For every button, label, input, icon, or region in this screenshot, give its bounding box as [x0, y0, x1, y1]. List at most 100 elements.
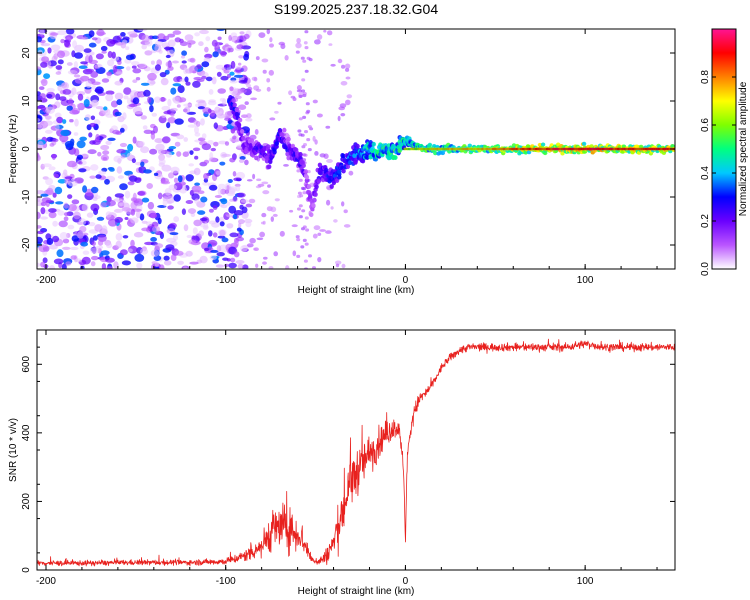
spectrogram-noise-blob — [253, 85, 260, 91]
spectrogram-noise-blob — [147, 72, 157, 81]
spectrogram-noise-blob — [228, 262, 237, 269]
spectrogram-ridge-blob — [304, 174, 310, 180]
spectrogram-noise-blob — [168, 184, 178, 191]
spectrogram-noise-blob — [87, 149, 97, 155]
spectrogram-noise-blob — [120, 154, 126, 159]
spectrogram-noise-blob — [208, 208, 214, 213]
spectrogram-noise-blob — [288, 90, 293, 96]
spectrogram-noise-blob — [46, 93, 53, 99]
spectrogram-noise-blob — [157, 149, 166, 155]
spectrogram-noise-blob — [239, 204, 244, 210]
spectrogram-noise-blob — [183, 224, 189, 232]
spectrogram-noise-blob — [141, 44, 147, 50]
spectrogram-noise-blob — [60, 38, 65, 44]
spectrogram-noise-blob — [37, 110, 41, 116]
spectrogram-noise-blob — [76, 91, 86, 96]
spectrogram-noise-blob — [90, 261, 96, 267]
spectrogram-x-tick-label: -200 — [36, 275, 56, 286]
spectrogram-noise-blob — [161, 114, 167, 119]
spectrogram-noise-blob — [202, 181, 210, 186]
spectrogram-noise-blob — [58, 220, 68, 228]
spectrogram-noise-blob — [269, 43, 274, 48]
spectrogram-noise-blob — [296, 254, 301, 258]
spectrogram-noise-blob — [117, 175, 124, 179]
spectrogram-noise-blob — [136, 262, 143, 269]
spectrogram-noise-blob — [250, 97, 257, 101]
spectrogram-noise-blob — [45, 106, 55, 115]
spectrogram-noise-blob — [111, 51, 116, 59]
spectrogram-noise-blob — [106, 266, 114, 269]
spectrogram-noise-blob — [106, 39, 116, 47]
snr-ylabel: SNR (10 * v/v) — [8, 418, 19, 482]
spectrogram-noise-blob — [110, 100, 118, 108]
spectrogram-noise-blob — [94, 224, 103, 232]
spectrogram-noise-blob — [88, 132, 93, 138]
spectrogram-noise-blob — [217, 36, 222, 41]
spectrogram-noise-blob — [219, 161, 226, 166]
spectrogram-noise-blob — [212, 51, 219, 58]
spectrogram-noise-blob — [37, 230, 44, 235]
spectrogram-noise-blob — [307, 148, 312, 152]
spectrogram-noise-blob — [238, 55, 244, 59]
spectrogram-noise-blob — [167, 33, 176, 38]
spectrogram-noise-blob — [178, 181, 186, 186]
spectrogram-noise-blob — [304, 30, 309, 34]
spectrogram-noise-blob — [147, 201, 155, 210]
spectrogram-noise-blob — [71, 235, 80, 242]
spectrogram-noise-blob — [96, 216, 105, 221]
spectrogram-noise-blob — [185, 250, 193, 257]
spectrogram-noise-blob — [200, 118, 205, 126]
spectrogram-noise-blob — [270, 206, 277, 213]
spectrogram-noise-blob — [224, 43, 229, 47]
spectrogram-noise-blob — [141, 227, 151, 232]
spectrogram-noise-blob — [187, 208, 197, 214]
spectrogram-noise-blob — [45, 129, 53, 134]
spectrogram-noise-blob — [224, 141, 230, 146]
spectrogram-noise-blob — [194, 198, 200, 204]
spectrogram-noise-blob — [240, 199, 249, 203]
spectrogram-noise-blob — [78, 161, 83, 165]
spectrogram-noise-blob — [52, 220, 58, 227]
spectrogram-noise-blob — [90, 164, 99, 171]
spectrogram-noise-blob — [207, 140, 214, 145]
spectrogram-noise-blob — [92, 235, 98, 241]
spectrogram-noise-blob — [68, 98, 74, 107]
spectrogram-noise-blob — [150, 132, 156, 140]
spectrogram-noise-blob — [266, 78, 271, 83]
spectrogram-noise-blob — [229, 71, 235, 76]
spectrogram-noise-blob — [262, 261, 267, 265]
spectrogram-noise-blob — [161, 105, 171, 111]
spectrogram-noise-blob — [86, 212, 94, 218]
spectrogram-noise-blob — [233, 177, 242, 182]
spectrogram-noise-blob — [74, 52, 83, 59]
spectrogram-noise-blob — [194, 132, 201, 137]
spectrogram-noise-blob — [95, 174, 102, 179]
spectrogram-noise-blob — [341, 64, 346, 69]
spectrogram-noise-blob — [242, 264, 249, 269]
snr-frame — [36, 329, 676, 571]
spectrogram-noise-blob — [327, 30, 333, 36]
spectrogram-noise-blob — [60, 129, 70, 137]
spectrogram-noise-blob — [135, 77, 141, 81]
snr-xlabel: Height of straight line (km) — [298, 586, 415, 597]
spectrogram-noise-blob — [153, 125, 158, 134]
spectrogram-noise-blob — [341, 263, 346, 269]
spectrogram-ridge-blob — [365, 155, 370, 161]
spectrogram-noise-blob — [41, 197, 52, 203]
spectrogram-noise-blob — [163, 255, 170, 261]
spectrogram-noise-blob — [247, 86, 253, 91]
spectrogram-noise-blob — [210, 201, 220, 208]
spectrogram-noise-blob — [177, 85, 185, 94]
spectrogram-noise-blob — [298, 178, 303, 182]
spectrogram-noise-blob — [132, 68, 142, 74]
spectrogram-noise-blob — [269, 117, 276, 121]
spectrogram-noise-blob — [193, 219, 202, 227]
spectrogram-ridge-blob — [540, 142, 546, 147]
spectrogram-noise-blob — [278, 41, 286, 46]
spectrogram-noise-blob — [49, 265, 55, 269]
spectrogram-noise-blob — [307, 170, 311, 174]
spectrogram-noise-blob — [115, 233, 123, 241]
spectrogram-noise-blob — [302, 115, 307, 119]
spectrogram-noise-blob — [232, 135, 237, 140]
spectrogram-noise-blob — [115, 240, 122, 249]
